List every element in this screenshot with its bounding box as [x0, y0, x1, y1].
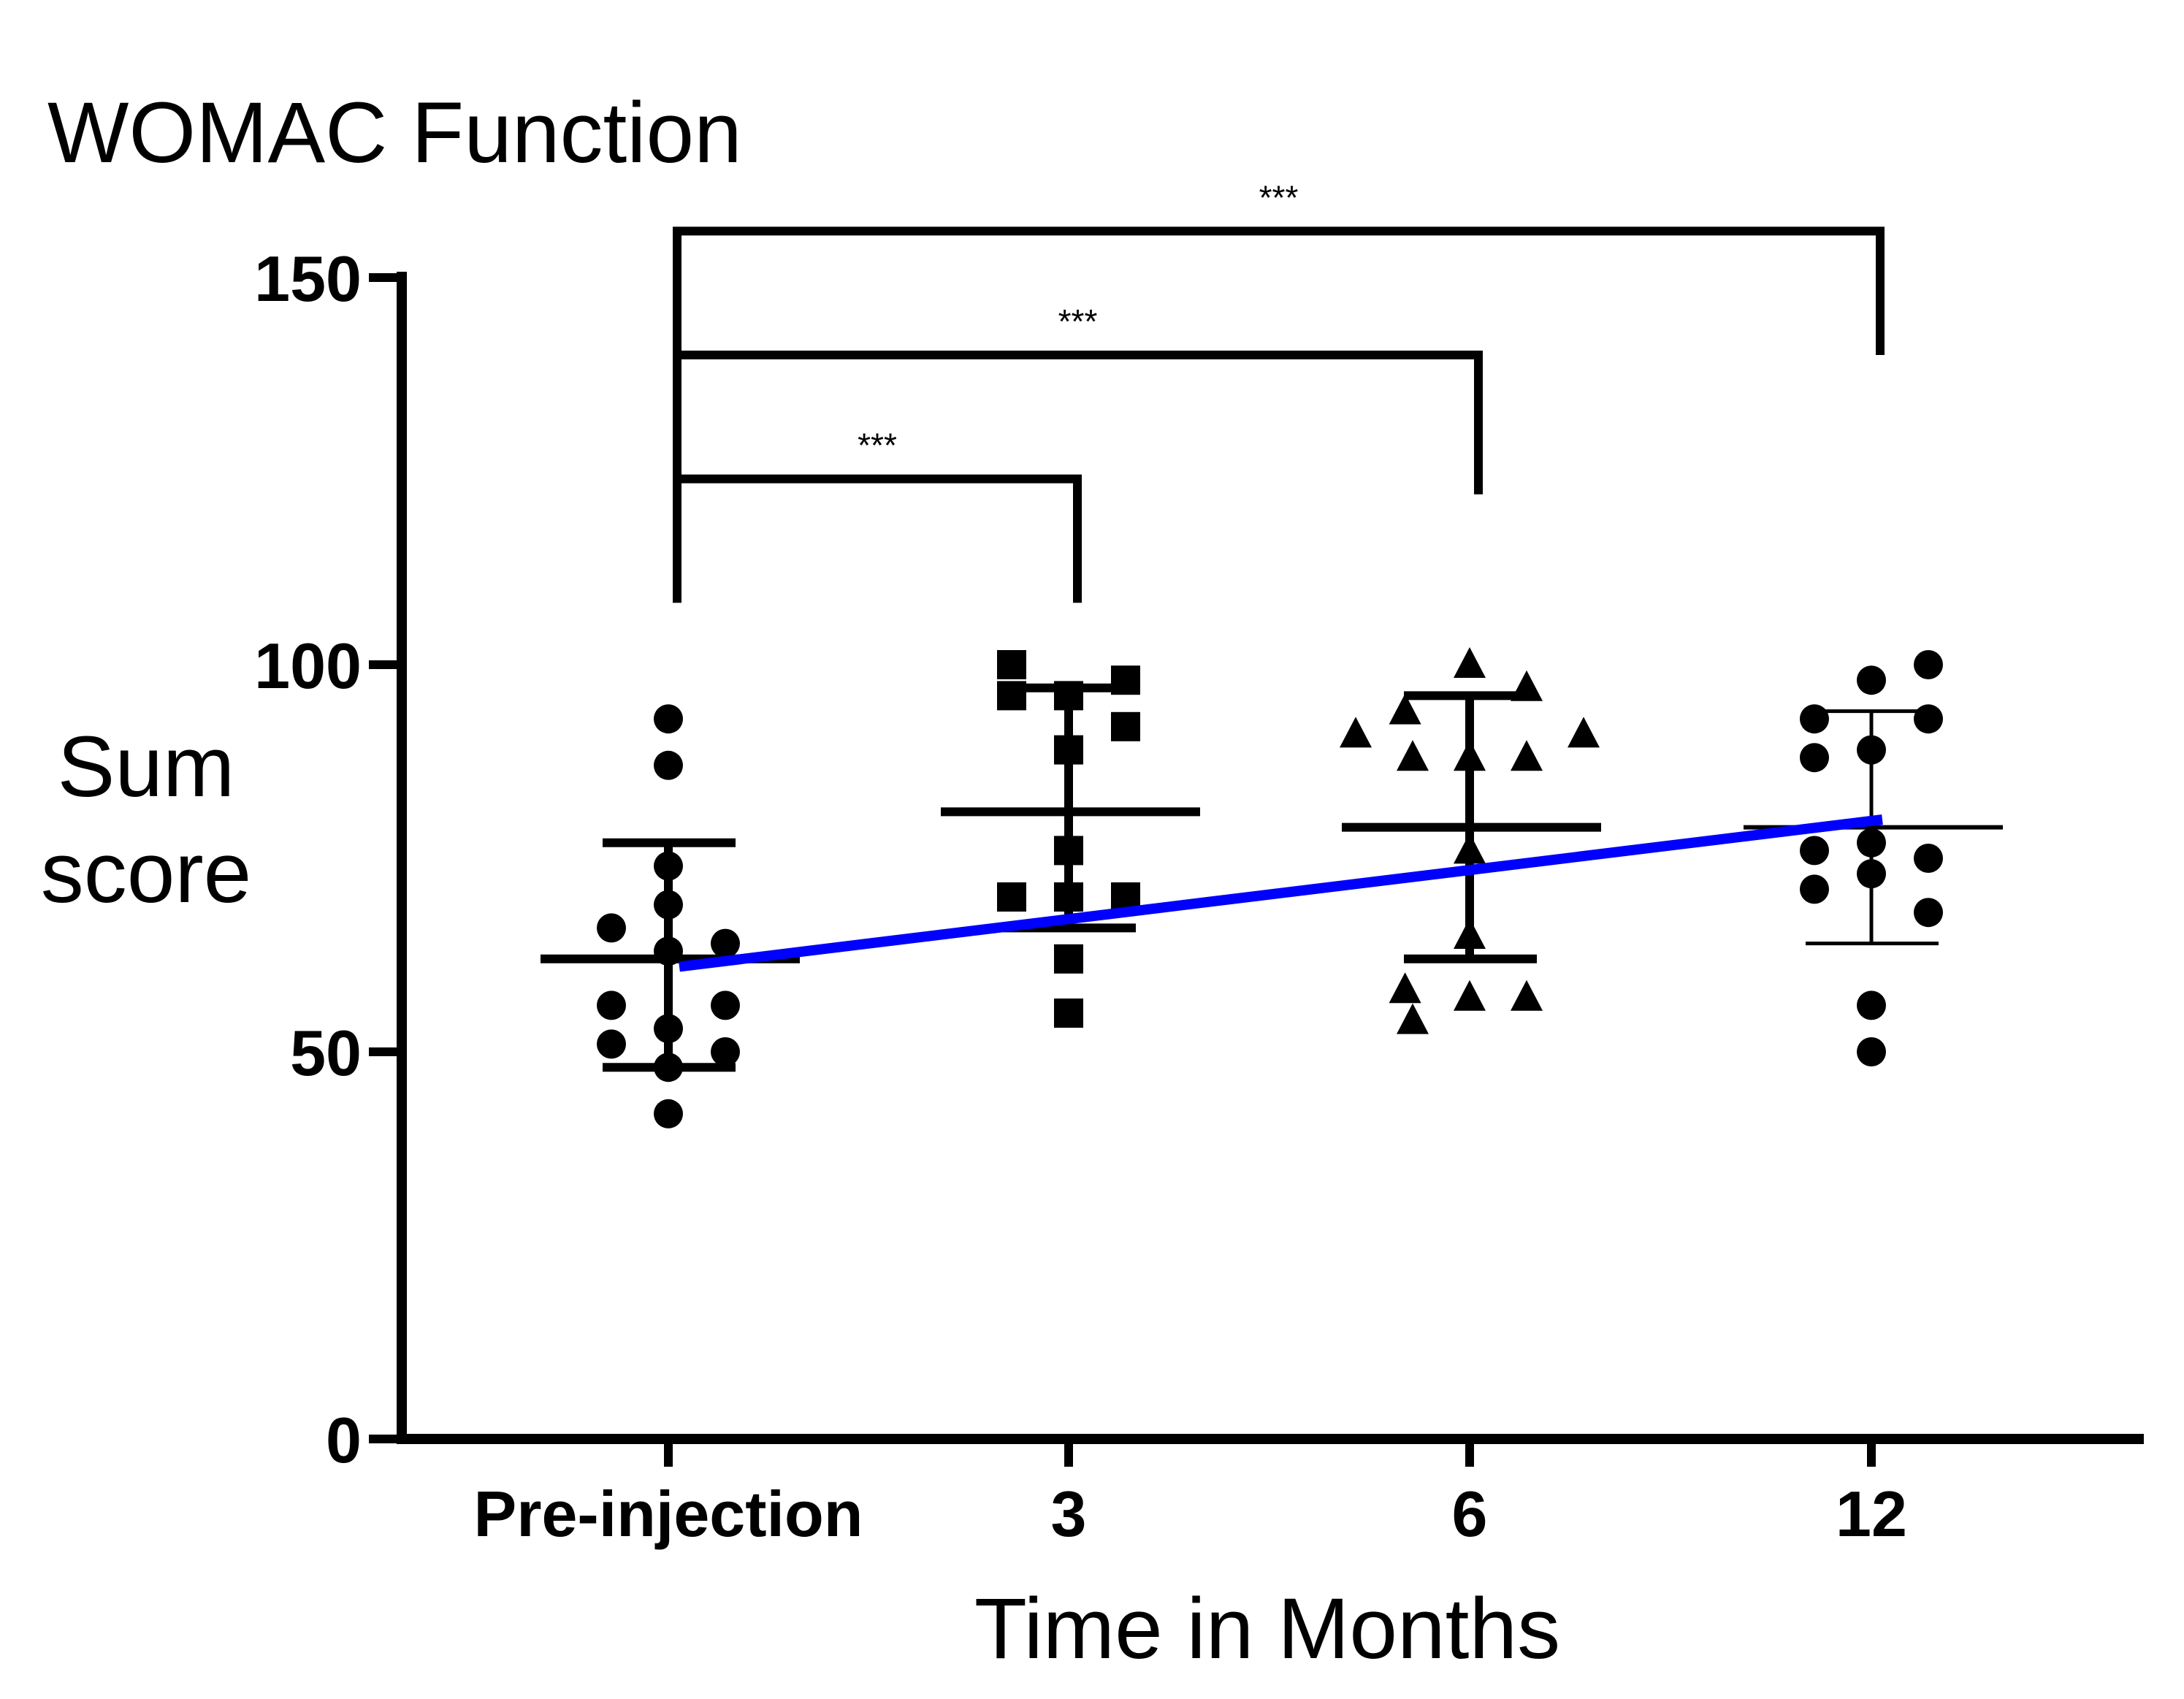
data-point-circle [711, 928, 740, 958]
data-point-circle [1800, 704, 1829, 734]
data-point-circle [1857, 990, 1886, 1020]
data-point-circle [597, 990, 626, 1020]
data-point-triangle [1454, 918, 1486, 949]
data-point-circle [1857, 735, 1886, 765]
data-point-triangle [1454, 740, 1486, 771]
trend-line-group [679, 814, 1883, 972]
significance-label: *** [858, 427, 897, 465]
x-axis-label: Time in Months [974, 1581, 1560, 1677]
x-tick-label: 3 [1051, 1478, 1087, 1550]
significance-bracket [673, 351, 1483, 495]
data-point-square [1054, 944, 1083, 974]
data-point-circle [1857, 1037, 1886, 1066]
trend-line [679, 814, 1883, 972]
data-point-square [1054, 836, 1083, 866]
error-bars [541, 683, 2003, 1072]
data-point-triangle [1397, 1003, 1429, 1034]
x-tick-label: Pre-injection [474, 1478, 863, 1550]
y-tick-label: 150 [254, 243, 362, 315]
significance-bracket [673, 474, 1082, 603]
data-point-circle [1800, 874, 1829, 904]
data-point-circle [654, 704, 683, 734]
data-point-triangle [1511, 980, 1543, 1011]
data-point-circle [1857, 859, 1886, 889]
data-point-circle [711, 1037, 740, 1066]
y-axis-label-line-2: score [41, 825, 252, 921]
data-points [597, 647, 1943, 1129]
data-point-circle [1800, 743, 1829, 773]
data-point-square [1054, 882, 1083, 912]
data-point-circle [654, 936, 683, 966]
data-point-square [997, 681, 1026, 711]
data-point-circle [654, 1099, 683, 1129]
significance-brackets: *** *** *** [673, 178, 1885, 603]
significance-bracket [673, 226, 1885, 355]
data-point-circle [654, 851, 683, 881]
axes: 0 50 100 150 Pre-injection 3 6 12 [254, 243, 2144, 1550]
data-point-circle [1914, 844, 1943, 873]
x-tick-label: 12 [1836, 1478, 1907, 1550]
data-point-triangle [1511, 670, 1543, 701]
y-tick-label: 100 [254, 630, 362, 702]
data-point-circle [1914, 650, 1943, 679]
y-tick-label: 0 [326, 1404, 362, 1476]
chart-title: WOMAC Function [47, 85, 742, 181]
data-point-circle [711, 990, 740, 1020]
data-point-triangle [1454, 980, 1486, 1011]
data-point-circle [654, 1053, 683, 1083]
data-point-triangle [1389, 972, 1421, 1004]
data-point-square [1054, 681, 1083, 711]
data-point-triangle [1454, 647, 1486, 678]
data-point-triangle [1389, 693, 1421, 725]
data-point-square [1111, 665, 1140, 695]
data-point-square [1054, 735, 1083, 765]
data-point-circle [1914, 704, 1943, 734]
significance-label: *** [1058, 302, 1098, 340]
data-point-circle [654, 890, 683, 920]
data-point-triangle [1568, 717, 1600, 748]
data-point-circle [1857, 665, 1886, 695]
data-point-circle [654, 750, 683, 780]
x-tick-label: 6 [1452, 1478, 1488, 1550]
significance-label: *** [1259, 178, 1299, 216]
data-point-triangle [1511, 740, 1543, 771]
data-point-square [1054, 999, 1083, 1028]
data-point-square [997, 650, 1026, 679]
data-point-triangle [1397, 740, 1429, 771]
y-axis-label-line-1: Sum [58, 719, 235, 815]
data-point-circle [1857, 828, 1886, 858]
data-point-circle [1800, 836, 1829, 866]
y-tick-label: 50 [290, 1017, 362, 1089]
data-point-circle [654, 1014, 683, 1044]
data-point-circle [597, 913, 626, 943]
data-point-square [1111, 711, 1140, 741]
data-point-circle [1914, 898, 1943, 928]
data-point-square [997, 882, 1026, 912]
data-point-triangle [1340, 717, 1372, 748]
data-point-triangle [1454, 833, 1486, 864]
data-point-circle [597, 1029, 626, 1059]
